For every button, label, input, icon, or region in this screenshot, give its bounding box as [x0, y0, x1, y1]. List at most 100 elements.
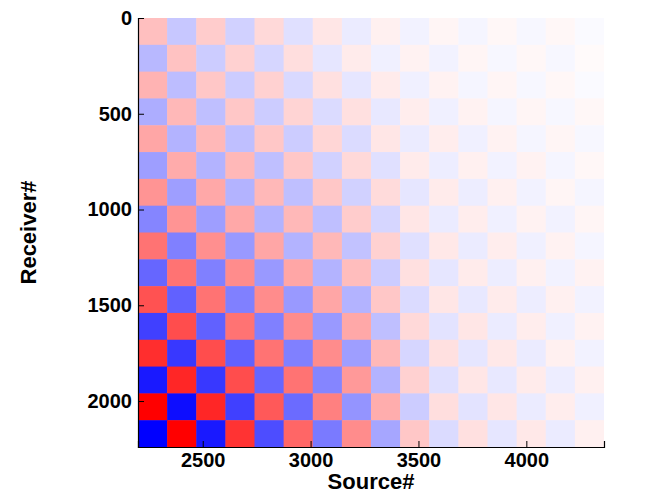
cell	[517, 367, 547, 394]
cell	[284, 45, 314, 72]
cell	[575, 18, 604, 45]
cell	[196, 259, 226, 286]
cell	[371, 179, 401, 206]
cell	[575, 179, 604, 206]
cell	[458, 367, 488, 394]
cell	[546, 393, 576, 420]
tick: 2500	[181, 441, 226, 471]
cell	[488, 152, 518, 179]
cell	[167, 179, 197, 206]
cells	[138, 18, 604, 447]
cell	[255, 367, 285, 394]
cell	[429, 179, 459, 206]
cell	[196, 152, 226, 179]
cell	[458, 206, 488, 233]
cell	[342, 206, 372, 233]
cell	[225, 72, 255, 99]
cell	[167, 233, 197, 260]
cell	[167, 125, 197, 152]
cell	[371, 313, 401, 340]
cell	[400, 125, 430, 152]
cell	[167, 72, 197, 99]
cell	[255, 125, 285, 152]
cell	[138, 152, 168, 179]
cell	[517, 98, 547, 125]
cell	[225, 420, 255, 447]
cell	[429, 206, 459, 233]
cell	[342, 313, 372, 340]
cell	[225, 367, 255, 394]
tick-label: 1000	[88, 198, 133, 220]
y-axis-title: Receiver#	[16, 181, 41, 285]
cell	[429, 393, 459, 420]
cell	[284, 286, 314, 313]
cell	[255, 45, 285, 72]
cell	[167, 259, 197, 286]
cell	[167, 420, 197, 447]
tick-mark	[138, 305, 144, 306]
chart: 25003000350040000500100015002000Source#R…	[0, 0, 646, 497]
cell	[196, 206, 226, 233]
cell	[313, 72, 343, 99]
cell	[488, 45, 518, 72]
cell	[400, 340, 430, 367]
cell	[167, 286, 197, 313]
cell	[458, 152, 488, 179]
cell	[284, 125, 314, 152]
cell	[488, 18, 518, 45]
tick-label: 2000	[88, 390, 133, 412]
cell	[255, 340, 285, 367]
cell	[138, 45, 168, 72]
cell	[546, 179, 576, 206]
cell	[458, 420, 488, 447]
cell	[400, 420, 430, 447]
cell	[429, 340, 459, 367]
plot-area: 25003000350040000500100015002000	[88, 7, 605, 471]
cell	[458, 125, 488, 152]
axis-line	[139, 19, 145, 448]
tick-label: 500	[99, 103, 132, 125]
cell	[429, 259, 459, 286]
cell	[488, 259, 518, 286]
cell	[313, 45, 343, 72]
cell	[517, 152, 547, 179]
cell	[575, 206, 604, 233]
cell	[371, 420, 401, 447]
cell	[575, 286, 604, 313]
cell	[400, 313, 430, 340]
cell	[313, 179, 343, 206]
tick: 3500	[397, 441, 442, 471]
cell	[517, 393, 547, 420]
cell	[371, 393, 401, 420]
tick: 2000	[88, 390, 145, 412]
cell	[255, 393, 285, 420]
cell	[313, 340, 343, 367]
axis-line	[139, 441, 605, 448]
cell	[546, 206, 576, 233]
cell	[196, 125, 226, 152]
tick: 500	[99, 103, 144, 125]
cell	[429, 125, 459, 152]
x-axis-title: Source#	[328, 469, 415, 494]
cell	[400, 233, 430, 260]
cell	[255, 18, 285, 45]
cell	[575, 259, 604, 286]
cell	[255, 72, 285, 99]
cell	[284, 98, 314, 125]
tick: 1500	[88, 294, 145, 316]
cell	[196, 340, 226, 367]
cell	[488, 367, 518, 394]
cell	[313, 259, 343, 286]
cell	[488, 420, 518, 447]
y-axis: 0500100015002000	[88, 7, 145, 448]
cell	[458, 393, 488, 420]
tick-mark	[138, 401, 144, 402]
cell	[313, 206, 343, 233]
tick-label: 1500	[88, 294, 133, 316]
cell	[546, 367, 576, 394]
cell	[546, 420, 576, 447]
cell	[167, 340, 197, 367]
cell	[138, 420, 168, 447]
tick-mark	[203, 441, 204, 447]
cell	[575, 152, 604, 179]
